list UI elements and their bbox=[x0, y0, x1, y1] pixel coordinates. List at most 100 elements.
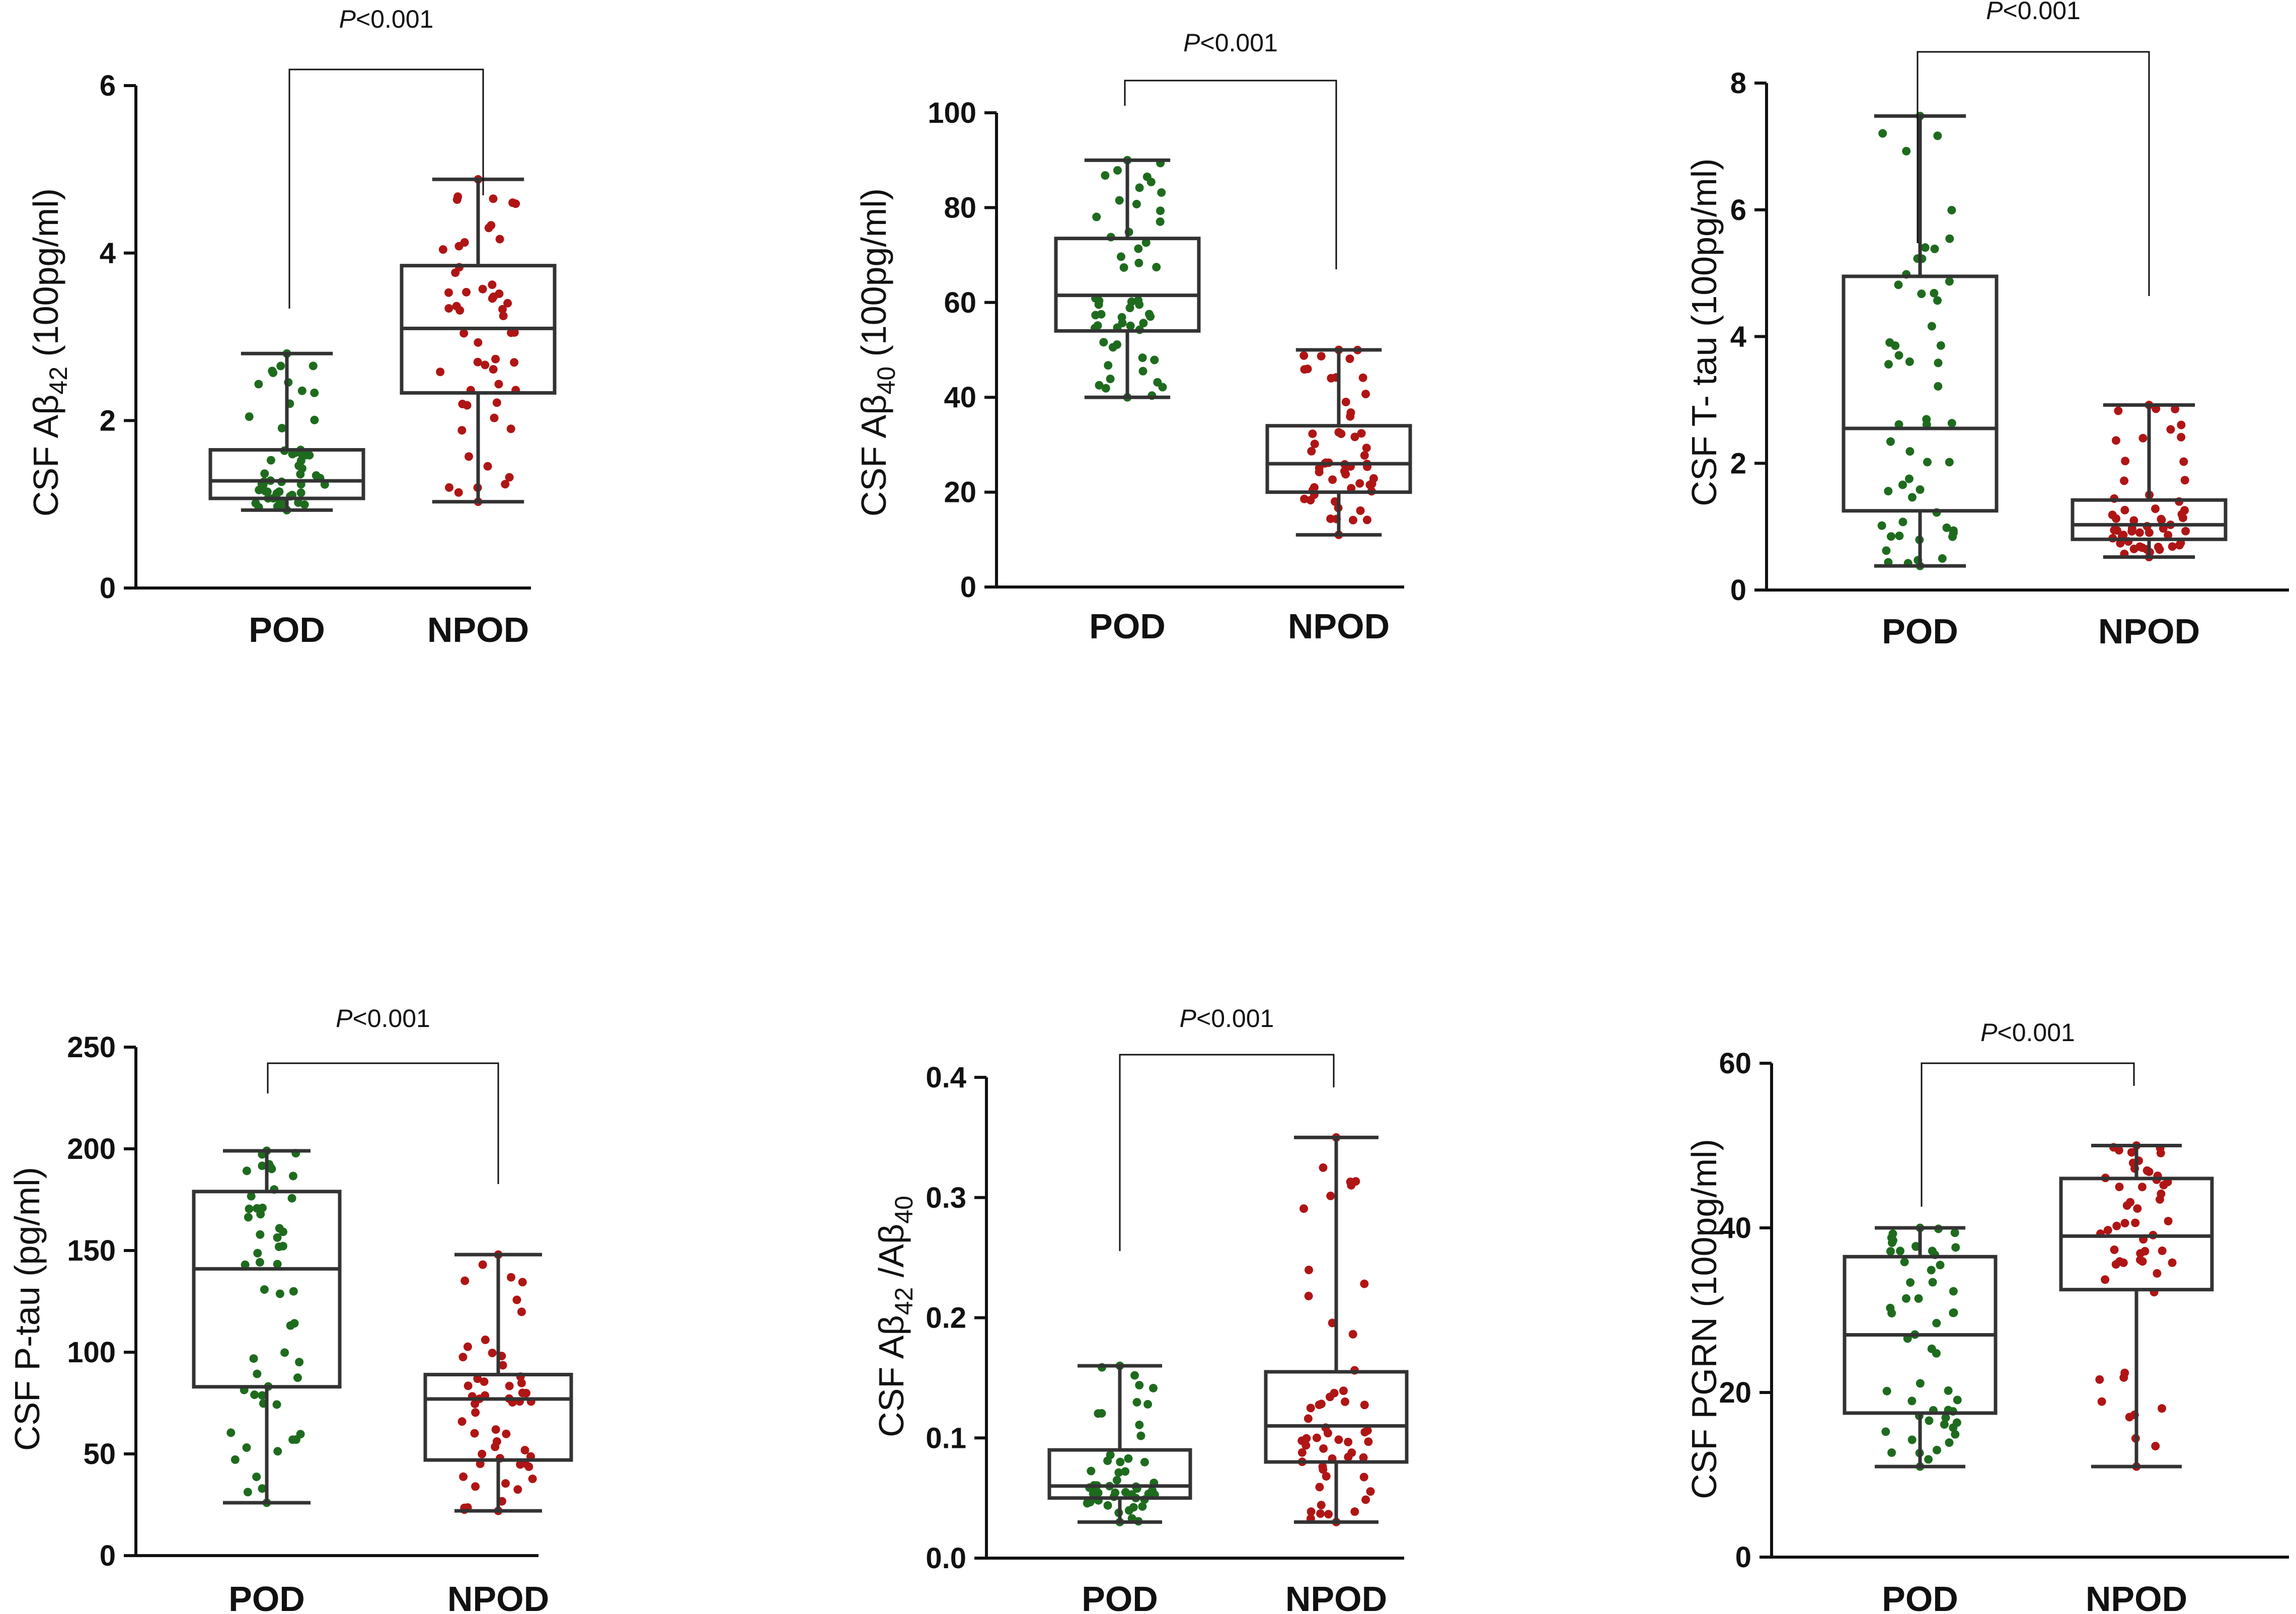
data-point bbox=[255, 485, 264, 494]
data-point bbox=[288, 1171, 297, 1181]
data-point bbox=[1143, 1400, 1153, 1409]
data-point bbox=[445, 483, 454, 492]
data-point bbox=[1922, 420, 1931, 429]
data-point bbox=[1882, 1386, 1891, 1396]
data-point bbox=[253, 1204, 262, 1213]
x-category-label: POD bbox=[249, 610, 325, 649]
y-axis-label: CSF Aβ42 (100pg/ml) bbox=[26, 188, 72, 517]
p-symbol: P bbox=[339, 5, 356, 33]
y-label-tail: (100pg/ml) bbox=[26, 188, 65, 366]
data-point bbox=[1357, 429, 1366, 438]
data-point bbox=[1306, 496, 1315, 505]
data-point bbox=[1101, 384, 1110, 393]
data-point bbox=[226, 1428, 236, 1437]
data-point bbox=[245, 412, 254, 421]
data-point bbox=[471, 1400, 480, 1409]
data-point bbox=[1341, 398, 1350, 407]
data-point bbox=[1947, 205, 1956, 214]
data-point bbox=[1307, 1507, 1316, 1516]
data-point bbox=[1326, 1191, 1335, 1200]
y-tick-label: 0.3 bbox=[926, 1182, 966, 1214]
data-point bbox=[293, 1373, 302, 1382]
data-point bbox=[1894, 280, 1903, 289]
data-point bbox=[310, 415, 319, 424]
data-point bbox=[1906, 1278, 1915, 1287]
data-point bbox=[455, 306, 465, 315]
box-pod bbox=[1842, 111, 1999, 570]
data-point bbox=[1116, 1457, 1125, 1466]
x-category-label: POD bbox=[1882, 1579, 1958, 1614]
data-point bbox=[296, 488, 305, 497]
data-point bbox=[1921, 243, 1930, 252]
data-point bbox=[278, 1241, 287, 1251]
y-tick-label: 0 bbox=[1730, 574, 1746, 607]
data-point bbox=[1312, 1433, 1321, 1442]
data-point bbox=[457, 426, 467, 435]
data-point bbox=[1307, 447, 1316, 456]
data-point bbox=[2135, 528, 2144, 537]
data-point bbox=[1153, 378, 1162, 387]
y-tick-label: 80 bbox=[944, 191, 976, 224]
data-point bbox=[288, 1435, 297, 1444]
significance-bracket bbox=[1917, 51, 2150, 296]
data-point bbox=[1928, 1246, 1937, 1256]
data-point bbox=[1130, 1371, 1139, 1380]
data-point bbox=[1152, 263, 1161, 272]
data-point bbox=[480, 1377, 489, 1386]
p-symbol: P bbox=[1980, 1018, 1998, 1047]
data-point bbox=[1951, 1243, 1960, 1252]
data-point bbox=[1124, 1454, 1133, 1463]
data-point bbox=[288, 450, 297, 459]
data-point bbox=[276, 361, 285, 371]
data-point bbox=[518, 1278, 527, 1287]
data-point bbox=[1366, 1487, 1375, 1496]
data-point bbox=[1933, 296, 1942, 305]
data-point bbox=[520, 1446, 529, 1455]
data-point bbox=[1138, 366, 1147, 376]
data-point bbox=[1113, 166, 1122, 175]
data-point bbox=[505, 1381, 514, 1390]
data-point bbox=[2145, 528, 2154, 537]
data-point bbox=[1894, 351, 1903, 360]
data-point bbox=[2180, 476, 2189, 485]
data-point bbox=[289, 1287, 298, 1296]
data-point bbox=[1094, 300, 1103, 309]
data-point bbox=[502, 1429, 511, 1438]
data-point bbox=[484, 224, 493, 233]
data-point bbox=[242, 1166, 251, 1176]
data-point bbox=[249, 1354, 258, 1363]
data-point bbox=[2166, 425, 2175, 434]
data-point bbox=[1916, 1379, 1925, 1388]
data-point bbox=[1142, 172, 1152, 181]
data-point bbox=[1083, 1499, 1092, 1508]
data-point bbox=[1887, 1448, 1896, 1457]
significance-bracket bbox=[288, 68, 484, 309]
significance-label: P<0.001 bbox=[1980, 1018, 2075, 1047]
x-category-label: POD bbox=[1082, 1579, 1158, 1614]
data-point bbox=[499, 312, 508, 321]
y-tick-label: 8 bbox=[1730, 67, 1746, 100]
y-tick-label: 20 bbox=[1719, 1376, 1751, 1409]
data-point bbox=[491, 1442, 500, 1451]
data-point bbox=[1340, 1397, 1349, 1406]
data-point bbox=[1310, 439, 1319, 449]
data-point bbox=[478, 1449, 487, 1458]
data-point bbox=[1348, 516, 1357, 525]
data-point bbox=[1949, 1287, 1958, 1296]
data-point bbox=[1129, 1503, 1138, 1512]
data-point bbox=[1934, 358, 1943, 368]
data-point bbox=[1328, 1318, 1337, 1328]
x-category-label: NPOD bbox=[2086, 1579, 2187, 1614]
data-point bbox=[1932, 1445, 1941, 1454]
data-point bbox=[1895, 531, 1904, 540]
data-point bbox=[1359, 1473, 1368, 1482]
data-point bbox=[513, 1485, 522, 1494]
p-threshold: <0.001 bbox=[356, 5, 433, 33]
y-label-tail: /Aβ bbox=[872, 1224, 911, 1287]
data-point bbox=[2125, 1413, 2134, 1422]
box-pod bbox=[192, 1146, 342, 1507]
iqr-box bbox=[192, 1190, 342, 1389]
data-point bbox=[1949, 1423, 1958, 1432]
p-threshold: <0.001 bbox=[1998, 1018, 2075, 1047]
data-point bbox=[231, 1455, 240, 1464]
